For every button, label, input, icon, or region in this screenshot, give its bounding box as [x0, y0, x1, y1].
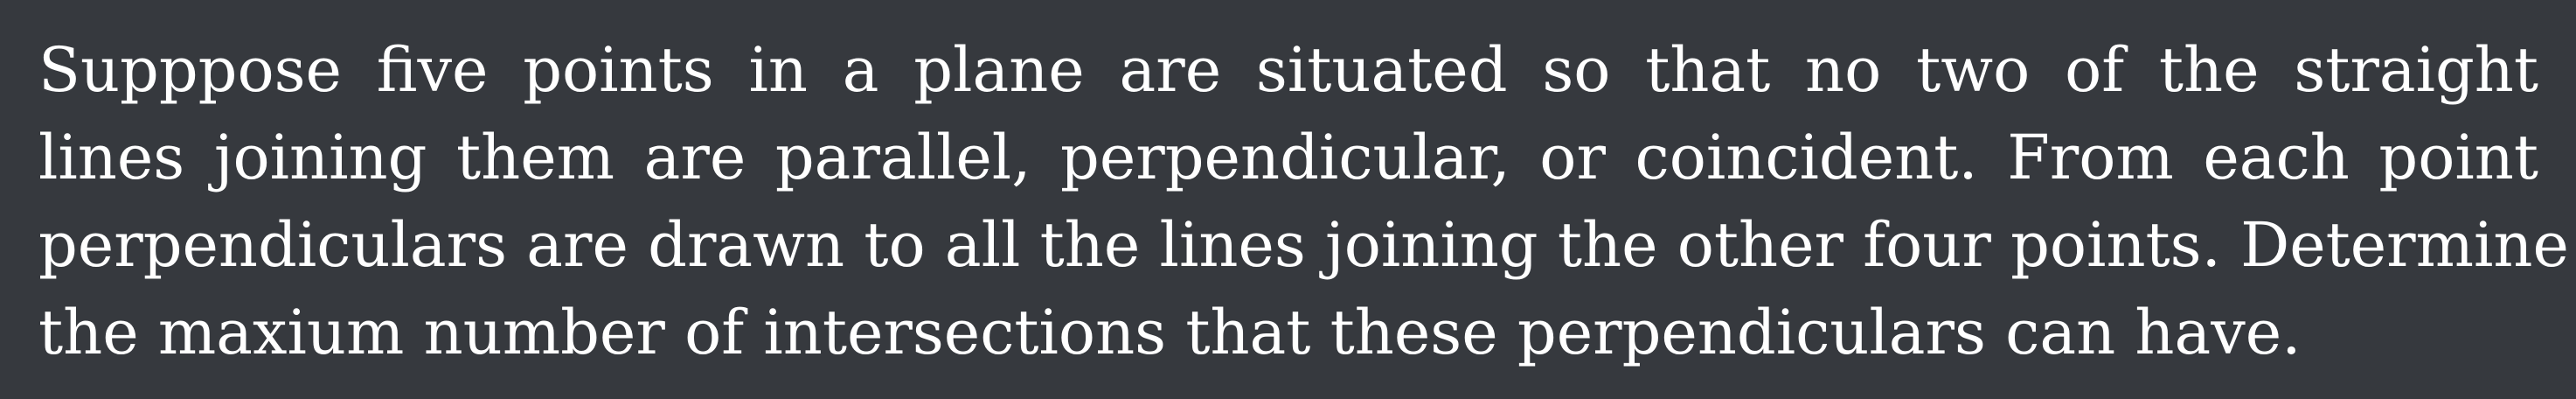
problem-line-1: Supppose five points in a plane are situ… — [38, 34, 2538, 106]
problem-line-2: lines joining them are parallel, perpend… — [38, 122, 2538, 193]
problem-line-4: the maxium number of intersections that … — [38, 297, 2302, 368]
problem-line-3: perpendiculars are drawn to all the line… — [38, 209, 2569, 281]
problem-text: Supppose five points in a plane are situ… — [38, 26, 2569, 376]
